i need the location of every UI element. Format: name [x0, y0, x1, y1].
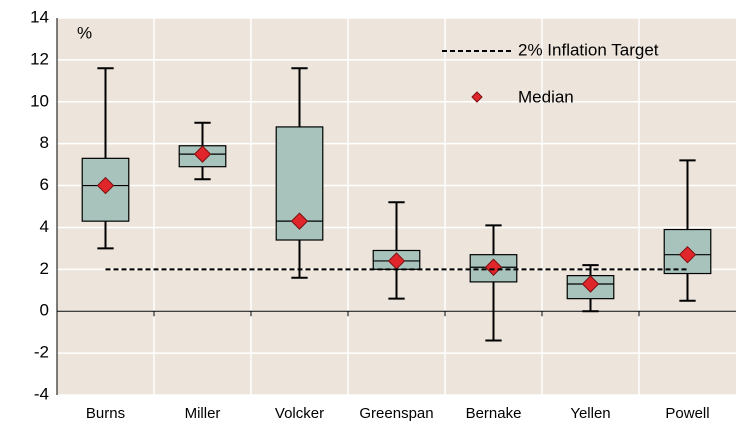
median-marker — [678, 245, 697, 264]
y-tick-label: 4 — [40, 217, 49, 236]
y-tick-label: 14 — [30, 7, 49, 26]
median-marker — [581, 275, 600, 293]
x-tick-label: Miller — [185, 405, 221, 421]
y-tick-label: 8 — [40, 133, 49, 152]
legend-median-label: Median — [518, 87, 574, 106]
y-tick-label: 0 — [40, 301, 49, 320]
y-tick-label: 10 — [30, 91, 49, 110]
x-tick-label: Yellen — [570, 405, 610, 421]
median-marker — [484, 258, 503, 276]
x-tick-label: Greenspan — [359, 405, 433, 421]
y-tick-label: -2 — [34, 343, 49, 362]
y-tick-label: 2 — [40, 259, 49, 278]
x-tick-label: Burns — [86, 405, 125, 421]
x-tick-label: Powell — [665, 405, 709, 421]
y-tick-label: 12 — [30, 49, 49, 68]
x-tick-label: Volcker — [275, 405, 324, 421]
x-tick-label: Bernake — [466, 405, 522, 421]
median-marker — [193, 145, 212, 163]
median-marker — [96, 176, 115, 195]
legend-target-label: 2% Inflation Target — [518, 40, 659, 59]
y-tick-label: 6 — [40, 175, 49, 194]
median-marker — [290, 212, 309, 230]
y-tick-label: -4 — [34, 384, 49, 403]
legend-median-swatch — [471, 91, 483, 103]
unit-label: % — [77, 23, 92, 42]
